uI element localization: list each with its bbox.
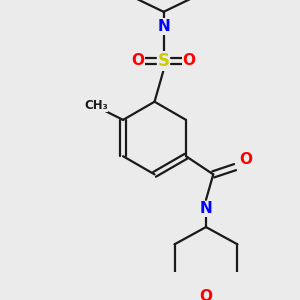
Text: S: S [158, 52, 169, 70]
Text: CH₃: CH₃ [84, 99, 108, 112]
Text: O: O [132, 53, 145, 68]
Text: O: O [183, 53, 196, 68]
Text: N: N [200, 201, 212, 216]
Text: O: O [200, 289, 212, 300]
Text: O: O [239, 152, 253, 167]
Text: N: N [157, 19, 170, 34]
